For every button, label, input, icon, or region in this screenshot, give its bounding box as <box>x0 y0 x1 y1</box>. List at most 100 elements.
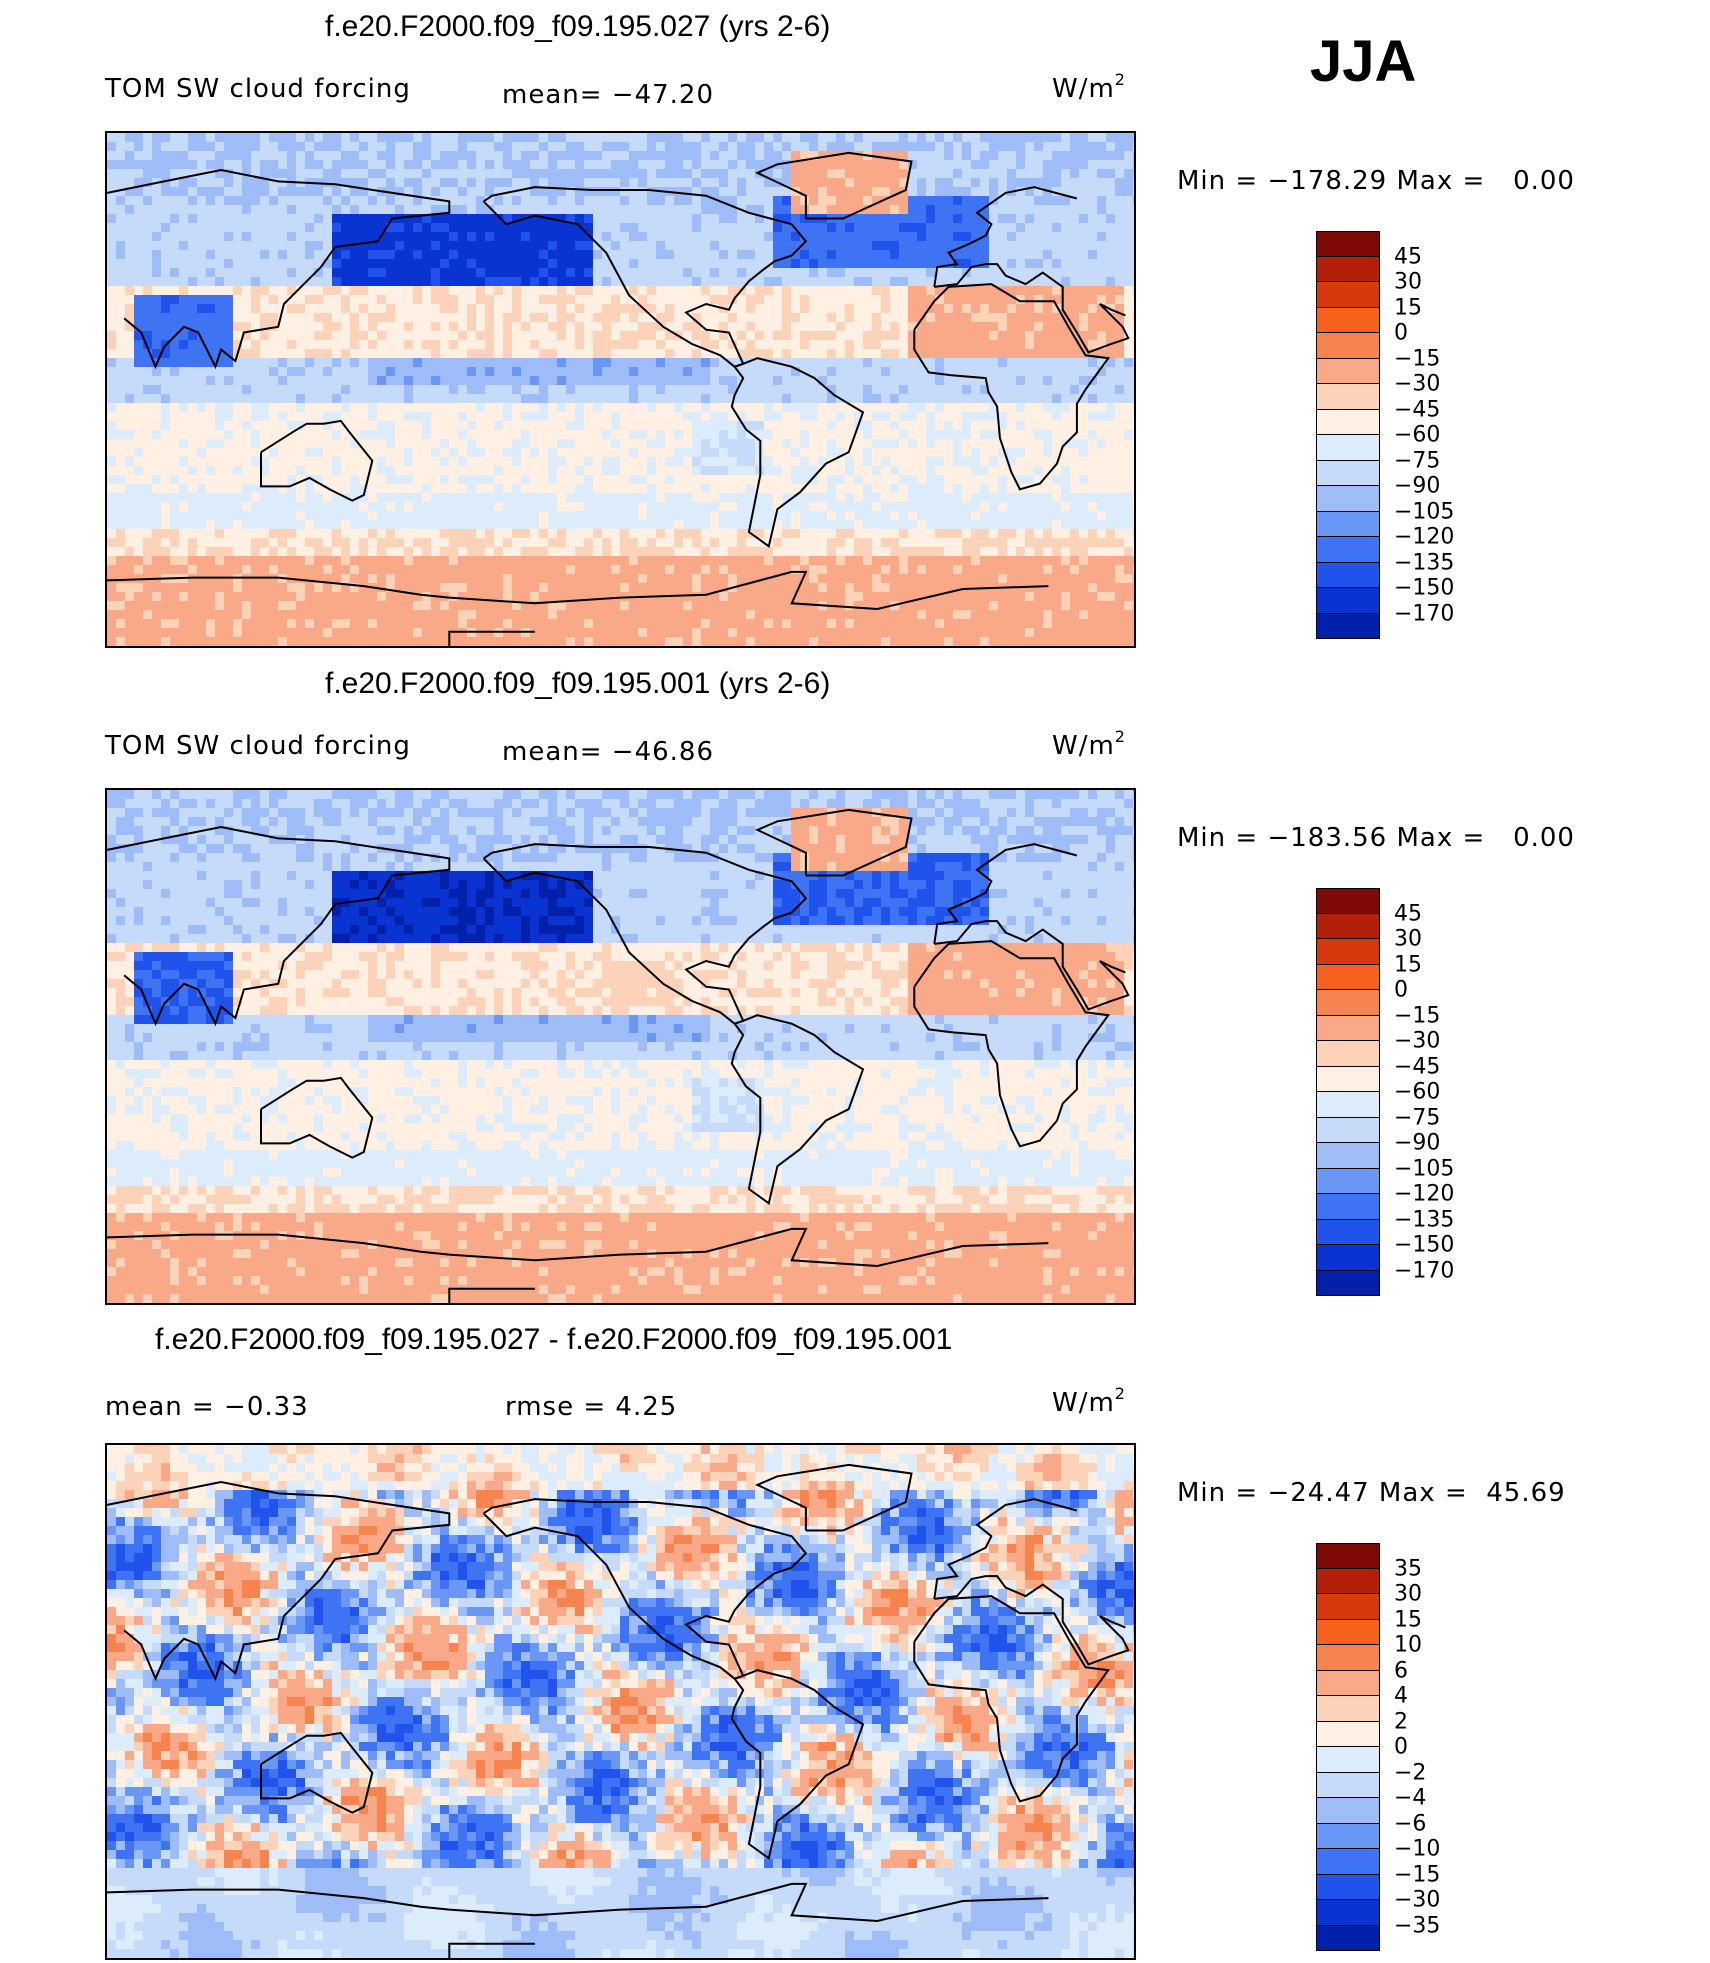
heatmap-cell <box>719 385 729 395</box>
heatmap-cell <box>773 205 783 215</box>
heatmap-cell <box>197 142 207 152</box>
heatmap-cell <box>935 178 945 188</box>
heatmap-cell <box>971 277 981 287</box>
heatmap-cell <box>755 385 765 395</box>
heatmap-cell <box>179 160 189 170</box>
heatmap-cell <box>665 466 675 476</box>
heatmap-cell <box>242 403 252 413</box>
heatmap-cell <box>953 331 963 341</box>
heatmap-cell <box>908 421 918 431</box>
heatmap-cell <box>656 250 666 260</box>
heatmap-cell <box>620 349 630 359</box>
panel-1-title: f.e20.F2000.f09_f09.195.027 (yrs 2-6) <box>325 10 831 43</box>
heatmap-cell <box>728 160 738 170</box>
heatmap-cell <box>1115 376 1125 386</box>
heatmap-cell <box>233 358 243 368</box>
heatmap-cell <box>1115 196 1125 206</box>
heatmap-cell <box>701 466 711 476</box>
heatmap-cell <box>1061 187 1071 197</box>
heatmap-cell <box>575 286 585 296</box>
heatmap-cell <box>764 358 774 368</box>
heatmap-cell <box>413 268 423 278</box>
heatmap-cell <box>1070 421 1080 431</box>
heatmap-cell <box>242 394 252 404</box>
heatmap-cell <box>1106 412 1116 422</box>
heatmap-cell <box>1034 151 1044 161</box>
heatmap-cell <box>1133 430 1134 440</box>
heatmap-cell <box>980 277 990 287</box>
heatmap-cell <box>404 133 414 143</box>
heatmap-cell <box>926 295 936 305</box>
heatmap-cell <box>845 133 855 143</box>
heatmap-cell <box>314 349 324 359</box>
heatmap-cell <box>890 331 900 341</box>
heatmap-cell <box>863 133 873 143</box>
heatmap-cell <box>350 277 360 287</box>
heatmap-cell <box>512 205 522 215</box>
heatmap-cell <box>368 268 378 278</box>
heatmap-cell <box>323 385 333 395</box>
heatmap-cell <box>260 286 270 296</box>
heatmap-cell <box>197 277 207 287</box>
heatmap-cell <box>593 133 603 143</box>
heatmap-cell <box>251 466 261 476</box>
heatmap-cell <box>683 349 693 359</box>
heatmap-cell <box>350 439 360 449</box>
heatmap-cell <box>143 511 153 521</box>
heatmap-cell <box>260 421 270 431</box>
heatmap-cell <box>1079 268 1089 278</box>
heatmap-cell <box>404 250 414 260</box>
heatmap-cell <box>557 493 567 503</box>
heatmap-cell <box>368 448 378 458</box>
heatmap-cell <box>260 142 270 152</box>
heatmap-cell <box>1088 340 1098 350</box>
heatmap-cell <box>1097 376 1107 386</box>
heatmap-cell <box>782 511 792 521</box>
heatmap-cell <box>377 403 387 413</box>
heatmap-cell <box>350 169 360 179</box>
heatmap-cell <box>638 241 648 251</box>
heatmap-cell <box>215 394 225 404</box>
heatmap-cell <box>566 448 576 458</box>
heatmap-cell <box>1133 358 1134 368</box>
heatmap-cell <box>665 268 675 278</box>
heatmap-cell <box>854 457 864 467</box>
heatmap-cell <box>539 340 549 350</box>
heatmap-cell <box>791 484 801 494</box>
heatmap-cell <box>1025 223 1035 233</box>
heatmap-cell <box>377 367 387 377</box>
heatmap-cell <box>593 232 603 242</box>
heatmap-cell <box>935 394 945 404</box>
heatmap-cell <box>359 502 369 512</box>
heatmap-cell <box>962 277 972 287</box>
heatmap-cell <box>1016 475 1026 485</box>
heatmap-cell <box>764 268 774 278</box>
heatmap-cell <box>584 259 594 269</box>
heatmap-cell <box>890 403 900 413</box>
heatmap-cell <box>206 187 216 197</box>
heatmap-cell <box>539 286 549 296</box>
heatmap-cell <box>575 268 585 278</box>
heatmap-cell <box>665 349 675 359</box>
heatmap-cell <box>719 241 729 251</box>
heatmap-cell <box>323 331 333 341</box>
heatmap-cell <box>440 466 450 476</box>
heatmap-cell <box>431 466 441 476</box>
heatmap-cell <box>278 475 288 485</box>
heatmap-cell <box>881 223 891 233</box>
heatmap-cell <box>566 223 576 233</box>
heatmap-cell <box>467 304 477 314</box>
heatmap-cell <box>503 304 513 314</box>
heatmap-cell <box>260 520 270 530</box>
heatmap-cell <box>161 241 171 251</box>
heatmap-cell <box>908 241 918 251</box>
heatmap-cell <box>872 205 882 215</box>
heatmap-cell <box>152 439 162 449</box>
heatmap-cell <box>116 187 126 197</box>
heatmap-cell <box>548 295 558 305</box>
heatmap-cell <box>494 187 504 197</box>
heatmap-cell <box>251 403 261 413</box>
heatmap-cell <box>404 448 414 458</box>
heatmap-cell <box>620 511 630 521</box>
heatmap-cell <box>503 466 513 476</box>
